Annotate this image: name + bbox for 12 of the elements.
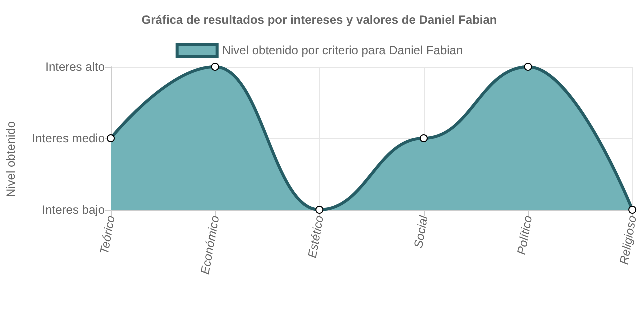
- x-tick-label: Estético: [305, 214, 327, 260]
- text: Interes medio: [32, 132, 106, 146]
- text: Interes alto: [46, 60, 106, 74]
- chart-title: Gráfica de resultados por intereses y valores de Daniel Fabian: [142, 13, 498, 27]
- x-tick-label: Social: [411, 214, 431, 250]
- x-tick-label: Teórico: [97, 214, 118, 256]
- x-tick-label: Religioso: [617, 214, 639, 266]
- text: Nivel obtenido: [4, 121, 18, 198]
- x-tick-label: Económico: [198, 214, 222, 276]
- x-tick-label: Político: [514, 214, 536, 256]
- legend-label: Nivel obtenido por criterio para Daniel Fabian: [222, 44, 464, 58]
- text: Interes bajo: [42, 203, 106, 217]
